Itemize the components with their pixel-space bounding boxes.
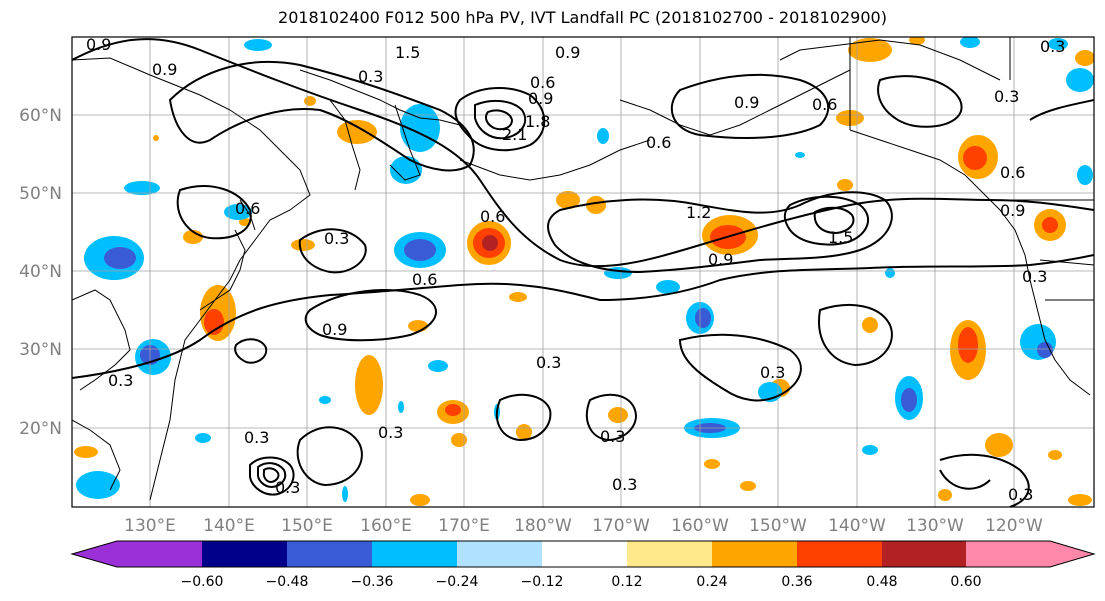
colorbar-segment [882,541,966,567]
contour-labels: 0.9 0.9 1.5 0.3 0.9 0.6 0.9 2.1 1.8 0.6 … [86,35,1065,504]
contour-label: 0.3 [994,87,1019,106]
colorbar-segment [202,541,287,567]
lat-label: 50°N [19,184,62,204]
contour-label: 0.3 [1008,485,1033,504]
contour-label: 0.3 [358,67,383,86]
colorbar-segment [966,541,1050,567]
contour-label: 0.3 [275,478,300,497]
contour-label: 0.3 [1022,267,1047,286]
contour-label: 0.6 [1000,163,1025,182]
lat-label: 20°N [19,419,62,439]
contour-label: 0.6 [812,95,837,114]
contour-label: 0.9 [528,89,553,108]
lat-label: 40°N [19,262,62,282]
lon-label: 160°W [671,516,729,536]
gridlines [72,37,1094,507]
contour-label: 0.6 [480,207,505,226]
contour-label: 0.9 [555,43,580,62]
contour-label: 1.8 [525,112,550,131]
contour-label: 0.9 [734,93,759,112]
lon-label: 170°W [592,516,650,536]
colorbar-tick-label: −0.60 [181,574,224,590]
contour-label: 0.3 [536,353,561,372]
colorbar: −0.60 −0.48 −0.36 −0.24 −0.12 0.12 0.24 … [70,540,1096,590]
colorbar-tick-label: −0.24 [436,574,479,590]
colorbar-segment [457,541,542,567]
contour-label: 1.5 [395,43,420,62]
lon-label: 150°W [749,516,807,536]
colorbar-tick-label: −0.48 [266,574,309,590]
colorbar-segment [287,541,372,567]
lon-label: 170°E [438,516,490,536]
contour-label: 0.3 [760,363,785,382]
contour-label: 1.5 [828,228,853,247]
colorbar-high-extend [1050,541,1094,567]
colorbar-segment [797,541,882,567]
coastlines [72,37,1094,501]
contour-label: 0.9 [322,320,347,339]
colorbar-tick-label: 0.12 [611,574,642,590]
contour-label: 0.3 [612,475,637,494]
colorbar-segment [712,541,797,567]
contour-label: 0.3 [108,371,133,390]
lat-label: 60°N [19,106,62,126]
lon-label: 130°E [124,516,176,536]
lon-label: 180°W [514,516,572,536]
colorbar-segment [372,541,457,567]
colorbar-segment [542,541,627,567]
contour-label: 0.6 [235,199,260,218]
contour-label: 0.6 [646,133,671,152]
contour-label: 1.2 [686,203,711,222]
longitude-labels: 130°E 140°E 150°E 160°E 170°E 180°W 170°… [124,516,1043,536]
lon-label: 140°E [203,516,255,536]
plot-border [71,36,1095,508]
lon-label: 140°W [828,516,886,536]
map-title: 2018102400 F012 500 hPa PV, IVT Landfall… [278,8,887,27]
colorbar-tick-label: 0.48 [866,574,897,590]
lat-label: 30°N [19,340,62,360]
colorbar-tick-label: 0.60 [950,574,981,590]
positive-anomalies [74,37,1094,506]
colorbar-tick-label: 0.36 [781,574,812,590]
contour-label: 0.9 [152,60,177,79]
contour-label: 0.3 [244,428,269,447]
contour-label: 0.3 [600,427,625,446]
contour-label: 0.9 [86,35,111,54]
lon-label: 160°E [360,516,412,536]
contour-label: 0.6 [530,73,555,92]
contour-label: 2.1 [502,125,527,144]
lon-label: 120°W [985,516,1043,536]
contour-label: 0.9 [1000,201,1025,220]
colorbar-segment [627,541,712,567]
contour-label: 0.6 [412,270,437,289]
colorbar-low-extend [72,541,117,567]
lon-label: 150°E [281,516,333,536]
pv-contours [72,38,1094,507]
contour-label: 0.9 [708,250,733,269]
latitude-labels: 60°N 50°N 40°N 30°N 20°N [19,106,62,439]
colorbar-tick-label: −0.12 [521,574,564,590]
shaded-anomalies [74,37,1094,506]
lon-label: 130°W [906,516,964,536]
contour-label: 0.3 [1040,37,1065,56]
colorbar-tick-label: −0.36 [351,574,394,590]
colorbar-segment [117,541,202,567]
contour-label: 0.3 [378,423,403,442]
contour-label: 0.3 [324,229,349,248]
colorbar-tick-label: 0.24 [696,574,727,590]
